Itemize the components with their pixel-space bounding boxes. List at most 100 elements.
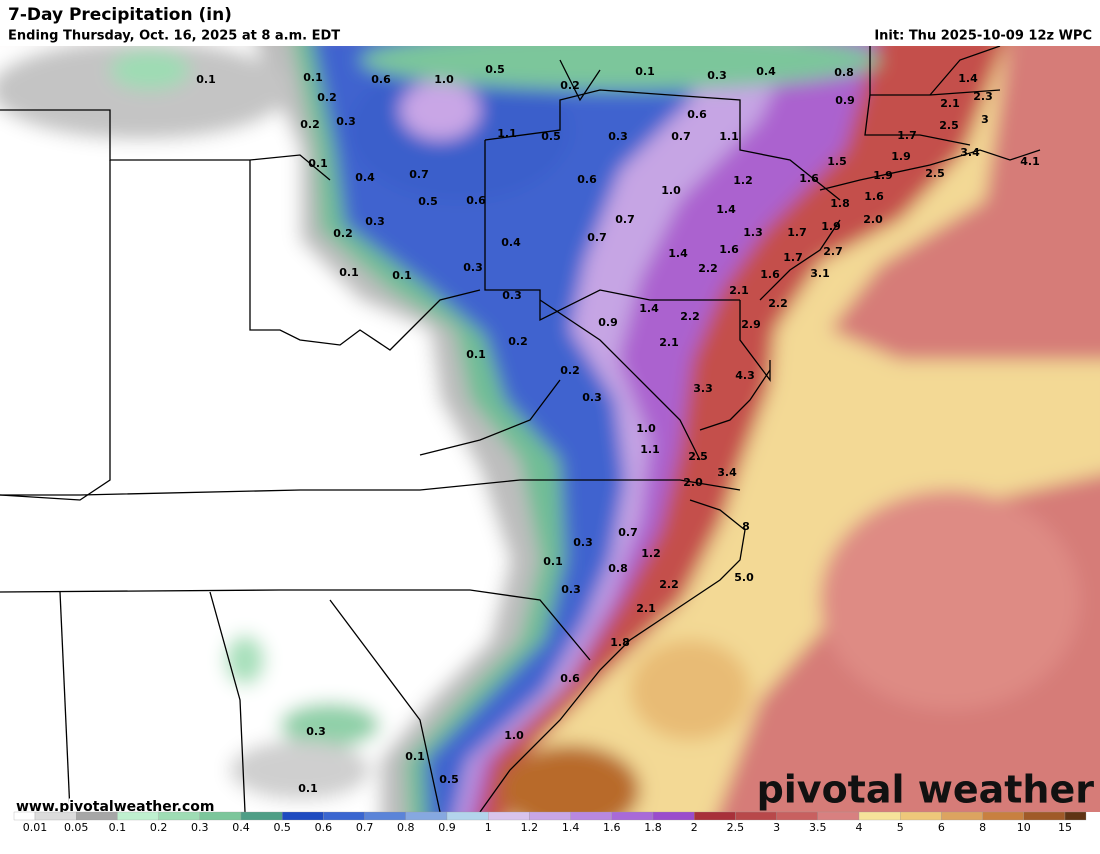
precip-label: 3.3	[693, 382, 713, 395]
precip-label: 0.1	[392, 269, 412, 282]
precip-label: 0.2	[317, 91, 337, 104]
precip-label: 0.1	[635, 65, 655, 78]
legend-swatch	[446, 811, 489, 821]
precip-label: 1.6	[799, 172, 819, 185]
legend-label: 0.6	[315, 821, 333, 834]
precip-label: 0.3	[365, 215, 385, 228]
precip-label: 0.9	[835, 94, 855, 107]
legend-label: 0.2	[150, 821, 168, 834]
precip-label: 0.3	[573, 536, 593, 549]
precip-label: 2.2	[768, 297, 788, 310]
legend-swatch	[405, 811, 448, 821]
legend-label: 0.4	[232, 821, 250, 834]
precip-label: 1.0	[661, 184, 681, 197]
precip-label: 3	[981, 113, 989, 126]
legend-swatch	[858, 811, 901, 821]
legend-swatch	[117, 811, 159, 821]
precip-label: 1.1	[640, 443, 660, 456]
precip-label: 2.7	[823, 245, 843, 258]
legend-swatch	[199, 811, 242, 821]
legend-swatch	[529, 811, 571, 821]
dry-land	[0, 46, 510, 812]
precip-label: 1.6	[719, 243, 739, 256]
ocean-pink-patch	[820, 490, 1080, 710]
precip-field: 0.1 0.1 0.6 1.0 0.5 0.1 0.3 0.4 0.8 1.4 0.2 0.2 0.9 2…	[0, 46, 1100, 812]
precip-label: 0.5	[541, 130, 561, 143]
precip-label: 2.1	[659, 336, 679, 349]
legend-swatch	[735, 811, 777, 821]
precip-label: 0.1	[543, 555, 563, 568]
precip-label: 1.2	[641, 547, 661, 560]
legend-label: 8	[979, 821, 986, 834]
legend-swatch	[611, 811, 654, 821]
precip-label: 1.3	[743, 226, 763, 239]
precip-label: 0.3	[502, 289, 522, 302]
north-green	[360, 46, 880, 90]
lakes-lavender	[400, 80, 480, 140]
precip-label: 0.6	[371, 73, 391, 86]
precip-label: 0.3	[707, 69, 727, 82]
legend-label: 2.5	[727, 821, 745, 834]
precip-label: 0.4	[756, 65, 776, 78]
ocean-tan-patch	[630, 640, 750, 740]
legend-swatch	[941, 811, 983, 821]
legend-label: 0.9	[438, 821, 456, 834]
precip-label: 1.2	[733, 174, 753, 187]
legend-label: 0.7	[356, 821, 374, 834]
northwest-green	[110, 50, 190, 90]
precip-label: 0.6	[577, 173, 597, 186]
precip-label: 0.1	[405, 750, 425, 763]
precip-label: 3.1	[810, 267, 830, 280]
legend-swatch	[76, 811, 118, 821]
precip-label: 1.4	[668, 247, 688, 260]
header-background	[0, 0, 1100, 46]
precip-label: 0.2	[508, 335, 528, 348]
precip-label: 0.2	[333, 227, 353, 240]
legend-swatch	[364, 811, 406, 821]
legend-label: 1	[485, 821, 492, 834]
precip-label: 0.2	[560, 79, 580, 92]
precip-label: 0.6	[687, 108, 707, 121]
precip-label: 2.0	[683, 476, 703, 489]
precip-label: 1.5	[827, 155, 847, 168]
state-borders	[0, 46, 1041, 812]
precip-label: 2.2	[659, 578, 679, 591]
precip-label: 0.5	[418, 195, 438, 208]
legend-label: 0.3	[191, 821, 209, 834]
precip-label: 1.0	[434, 73, 454, 86]
precip-label: 0.1	[308, 157, 328, 170]
precip-label: 1.4	[639, 302, 659, 315]
precip-label: 1.7	[787, 226, 807, 239]
legend-swatch	[570, 811, 612, 821]
precip-label: 0.1	[466, 348, 486, 361]
precip-label: 1.0	[504, 729, 524, 742]
color-legend: 0.01 0.05 0.1 0.2 0.3 0.4 0.5 0.6 0.7 0.8 0.9 1 1.2 1…	[13, 811, 1087, 834]
legend-label: 1.6	[603, 821, 621, 834]
precip-label: 0.7	[615, 213, 635, 226]
legend-swatch	[900, 811, 942, 821]
legend-swatch	[488, 811, 530, 821]
precip-label: 0.6	[466, 194, 486, 207]
precip-label: 0.1	[303, 71, 323, 84]
legend-swatch	[282, 811, 324, 821]
legend-label: 0.5	[273, 821, 291, 834]
legend-label: 1.8	[644, 821, 662, 834]
legend-label: 1.4	[562, 821, 580, 834]
legend-label: 1.2	[521, 821, 539, 834]
precip-label: 0.2	[300, 118, 320, 131]
precip-label: 1.1	[719, 130, 739, 143]
precip-label: 0.6	[560, 672, 580, 685]
legend-swatch	[652, 811, 695, 821]
legend-swatch	[1064, 811, 1087, 821]
precip-label: 1.7	[783, 251, 803, 264]
precip-label: 1.4	[958, 72, 978, 85]
precip-label: 2.1	[636, 602, 656, 615]
precip-label: 5.0	[734, 571, 754, 584]
website-url: www.pivotalweather.com	[16, 799, 215, 815]
precip-label: 1.1	[497, 127, 517, 140]
precip-label: 0.3	[582, 391, 602, 404]
precip-label: 1.9	[873, 169, 893, 182]
south-gray	[230, 740, 370, 800]
precip-label: 1.6	[760, 268, 780, 281]
